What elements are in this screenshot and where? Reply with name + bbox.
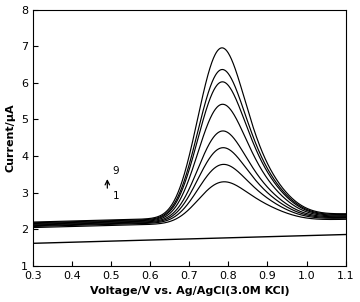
X-axis label: Voltage/V vs. Ag/AgCl(3.0M KCl): Voltage/V vs. Ag/AgCl(3.0M KCl)	[90, 286, 289, 297]
Text: 1: 1	[112, 191, 119, 201]
Text: 9: 9	[112, 166, 119, 176]
Y-axis label: Current/μA: Current/μA	[5, 104, 15, 172]
